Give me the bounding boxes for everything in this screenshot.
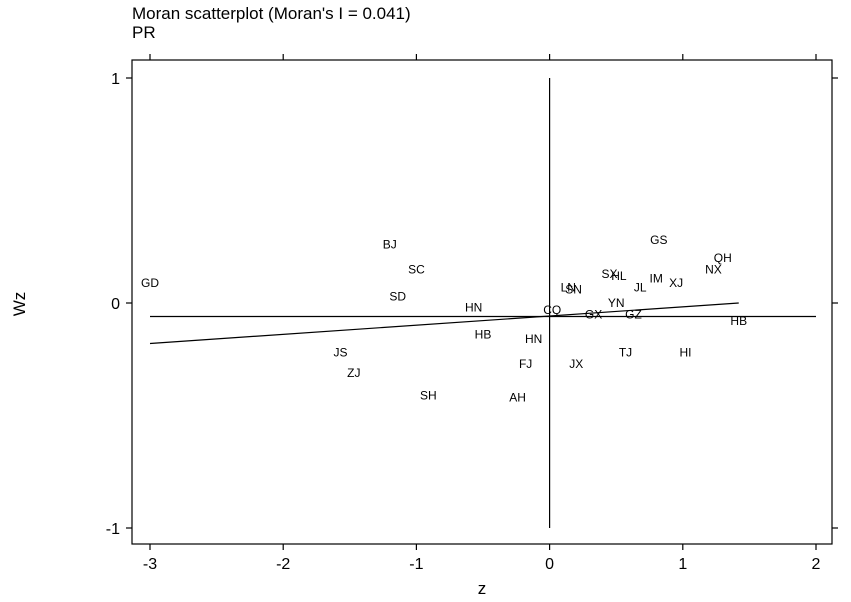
data-point-label: XJ [669, 276, 683, 290]
data-point-label: SD [389, 289, 406, 303]
data-point-label: BJ [383, 238, 397, 252]
x-tick-label: 1 [678, 556, 687, 573]
data-point-label: YN [608, 296, 625, 310]
data-point-label: LN [561, 280, 576, 294]
y-tick-label: 1 [111, 71, 120, 88]
x-tick-label: -1 [409, 556, 423, 573]
data-point-label: HB [475, 328, 492, 342]
data-point-label: SN [565, 283, 582, 297]
data-point-label: HN [465, 301, 482, 315]
data-point-label: HB [730, 314, 747, 328]
data-point-label: SH [420, 388, 437, 402]
data-point-label: NX [705, 262, 722, 276]
data-point-label: GD [141, 276, 159, 290]
data-point-label: GX [585, 307, 602, 321]
chart-subtitle: PR [132, 23, 156, 42]
data-point-label: SC [408, 262, 425, 276]
y-tick-label: 0 [111, 296, 120, 313]
x-tick-label: 0 [545, 556, 554, 573]
data-point-label: GS [650, 233, 667, 247]
data-point-label: JX [569, 357, 583, 371]
x-tick-label: 2 [812, 556, 821, 573]
data-point-label: JS [333, 346, 347, 360]
chart-title-block: Moran scatterplot (Moran's I = 0.041) PR [132, 4, 411, 42]
data-point-label: TJ [619, 346, 632, 360]
y-tick-label: -1 [106, 521, 120, 538]
data-point-label: HN [525, 332, 542, 346]
chart-title: Moran scatterplot (Moran's I = 0.041) [132, 4, 411, 23]
data-point-label: FJ [519, 357, 532, 371]
x-axis-label: z [478, 579, 487, 598]
data-point-label: GZ [625, 307, 642, 321]
data-point-label: AH [509, 391, 526, 405]
data-point-label: QH [714, 251, 732, 265]
data-point-label: JL [634, 280, 647, 294]
data-point-label: HI [679, 346, 691, 360]
plot-frame [131, 59, 833, 545]
data-point-label: ZJ [347, 366, 360, 380]
data-point-label: IM [649, 271, 662, 285]
x-tick-label: -2 [276, 556, 290, 573]
reference-lines [149, 78, 816, 528]
x-tick-label: -3 [143, 556, 157, 573]
regression-line [149, 302, 739, 345]
data-point-label: HL [611, 269, 627, 283]
axis-ticks: -3 -2 -1 0 1 2 -1 0 1 [106, 54, 838, 573]
data-point-label: SX [602, 267, 618, 281]
data-point-label: CQ [543, 303, 561, 317]
y-axis-label: Wz [10, 292, 29, 317]
